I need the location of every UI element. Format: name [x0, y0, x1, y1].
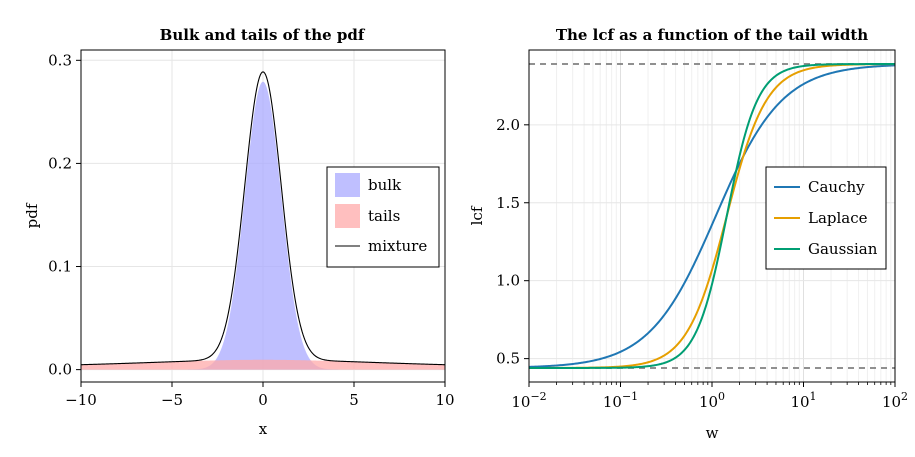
right-ytick-label: 1.5: [496, 194, 520, 212]
cauchy-line: [528, 64, 896, 368]
left-legend: bulk tails mixture: [326, 166, 440, 268]
tails-band: [81, 359, 445, 370]
right-xlabel: w: [706, 424, 719, 442]
left-xtick-label: 10: [435, 391, 454, 409]
legend-cauchy-label: Cauchy: [808, 178, 865, 196]
right-ytick-label: 0.5: [496, 350, 520, 368]
left-xtick-label: −5: [161, 391, 183, 409]
legend-bulk-label: bulk: [368, 176, 402, 194]
left-panel: Bulk and tails of the pdf −10 −5 0 5 10 0.0 0.…: [23, 26, 455, 438]
gaussian-line: [529, 63, 895, 369]
right-ytick-label: 1.0: [496, 272, 520, 290]
right-title: The lcf as a function of the tail width: [556, 26, 868, 44]
right-xtick-label: 100: [699, 390, 725, 411]
legend-mixture-label: mixture: [368, 237, 427, 255]
legend-bulk-swatch: [335, 173, 360, 197]
right-legend: Cauchy Laplace Gaussian: [765, 166, 887, 270]
left-ytick-label: 0.1: [48, 258, 72, 276]
left-xtick-label: 5: [349, 391, 359, 409]
left-ytick-label: 0.3: [48, 51, 72, 69]
left-ylabel: pdf: [23, 202, 41, 228]
left-xtick-label: −10: [65, 391, 97, 409]
bulk-band: [81, 81, 445, 370]
legend-gaussian-label: Gaussian: [808, 240, 878, 258]
right-ticks: 10−2 10−1 100 101 102 0.5 1.0 1.5 2.0: [496, 116, 908, 411]
left-ytick-label: 0.0: [48, 361, 72, 379]
mixture-line: [80, 71, 446, 366]
left-title: Bulk and tails of the pdf: [160, 26, 366, 44]
legend-laplace-label: Laplace: [808, 209, 868, 227]
right-panel: The lcf as a function of the tail width …: [468, 26, 908, 442]
right-ylabel: lcf: [468, 205, 486, 225]
right-xtick-label: 10−2: [511, 390, 546, 411]
left-ticks: −10 −5 0 5 10 0.0 0.1 0.2 0.3: [48, 51, 454, 409]
right-ytick-label: 2.0: [496, 116, 520, 134]
left-ytick-label: 0.2: [48, 154, 72, 172]
right-xtick-label: 10−1: [603, 390, 638, 411]
right-data: [528, 63, 896, 369]
left-xlabel: x: [259, 420, 268, 438]
left-xtick-label: 0: [258, 391, 268, 409]
left-data: [80, 71, 446, 370]
right-xtick-label: 102: [882, 390, 908, 411]
legend-tails-swatch: [335, 204, 360, 228]
right-xtick-label: 101: [790, 390, 816, 411]
legend-tails-label: tails: [368, 207, 400, 225]
